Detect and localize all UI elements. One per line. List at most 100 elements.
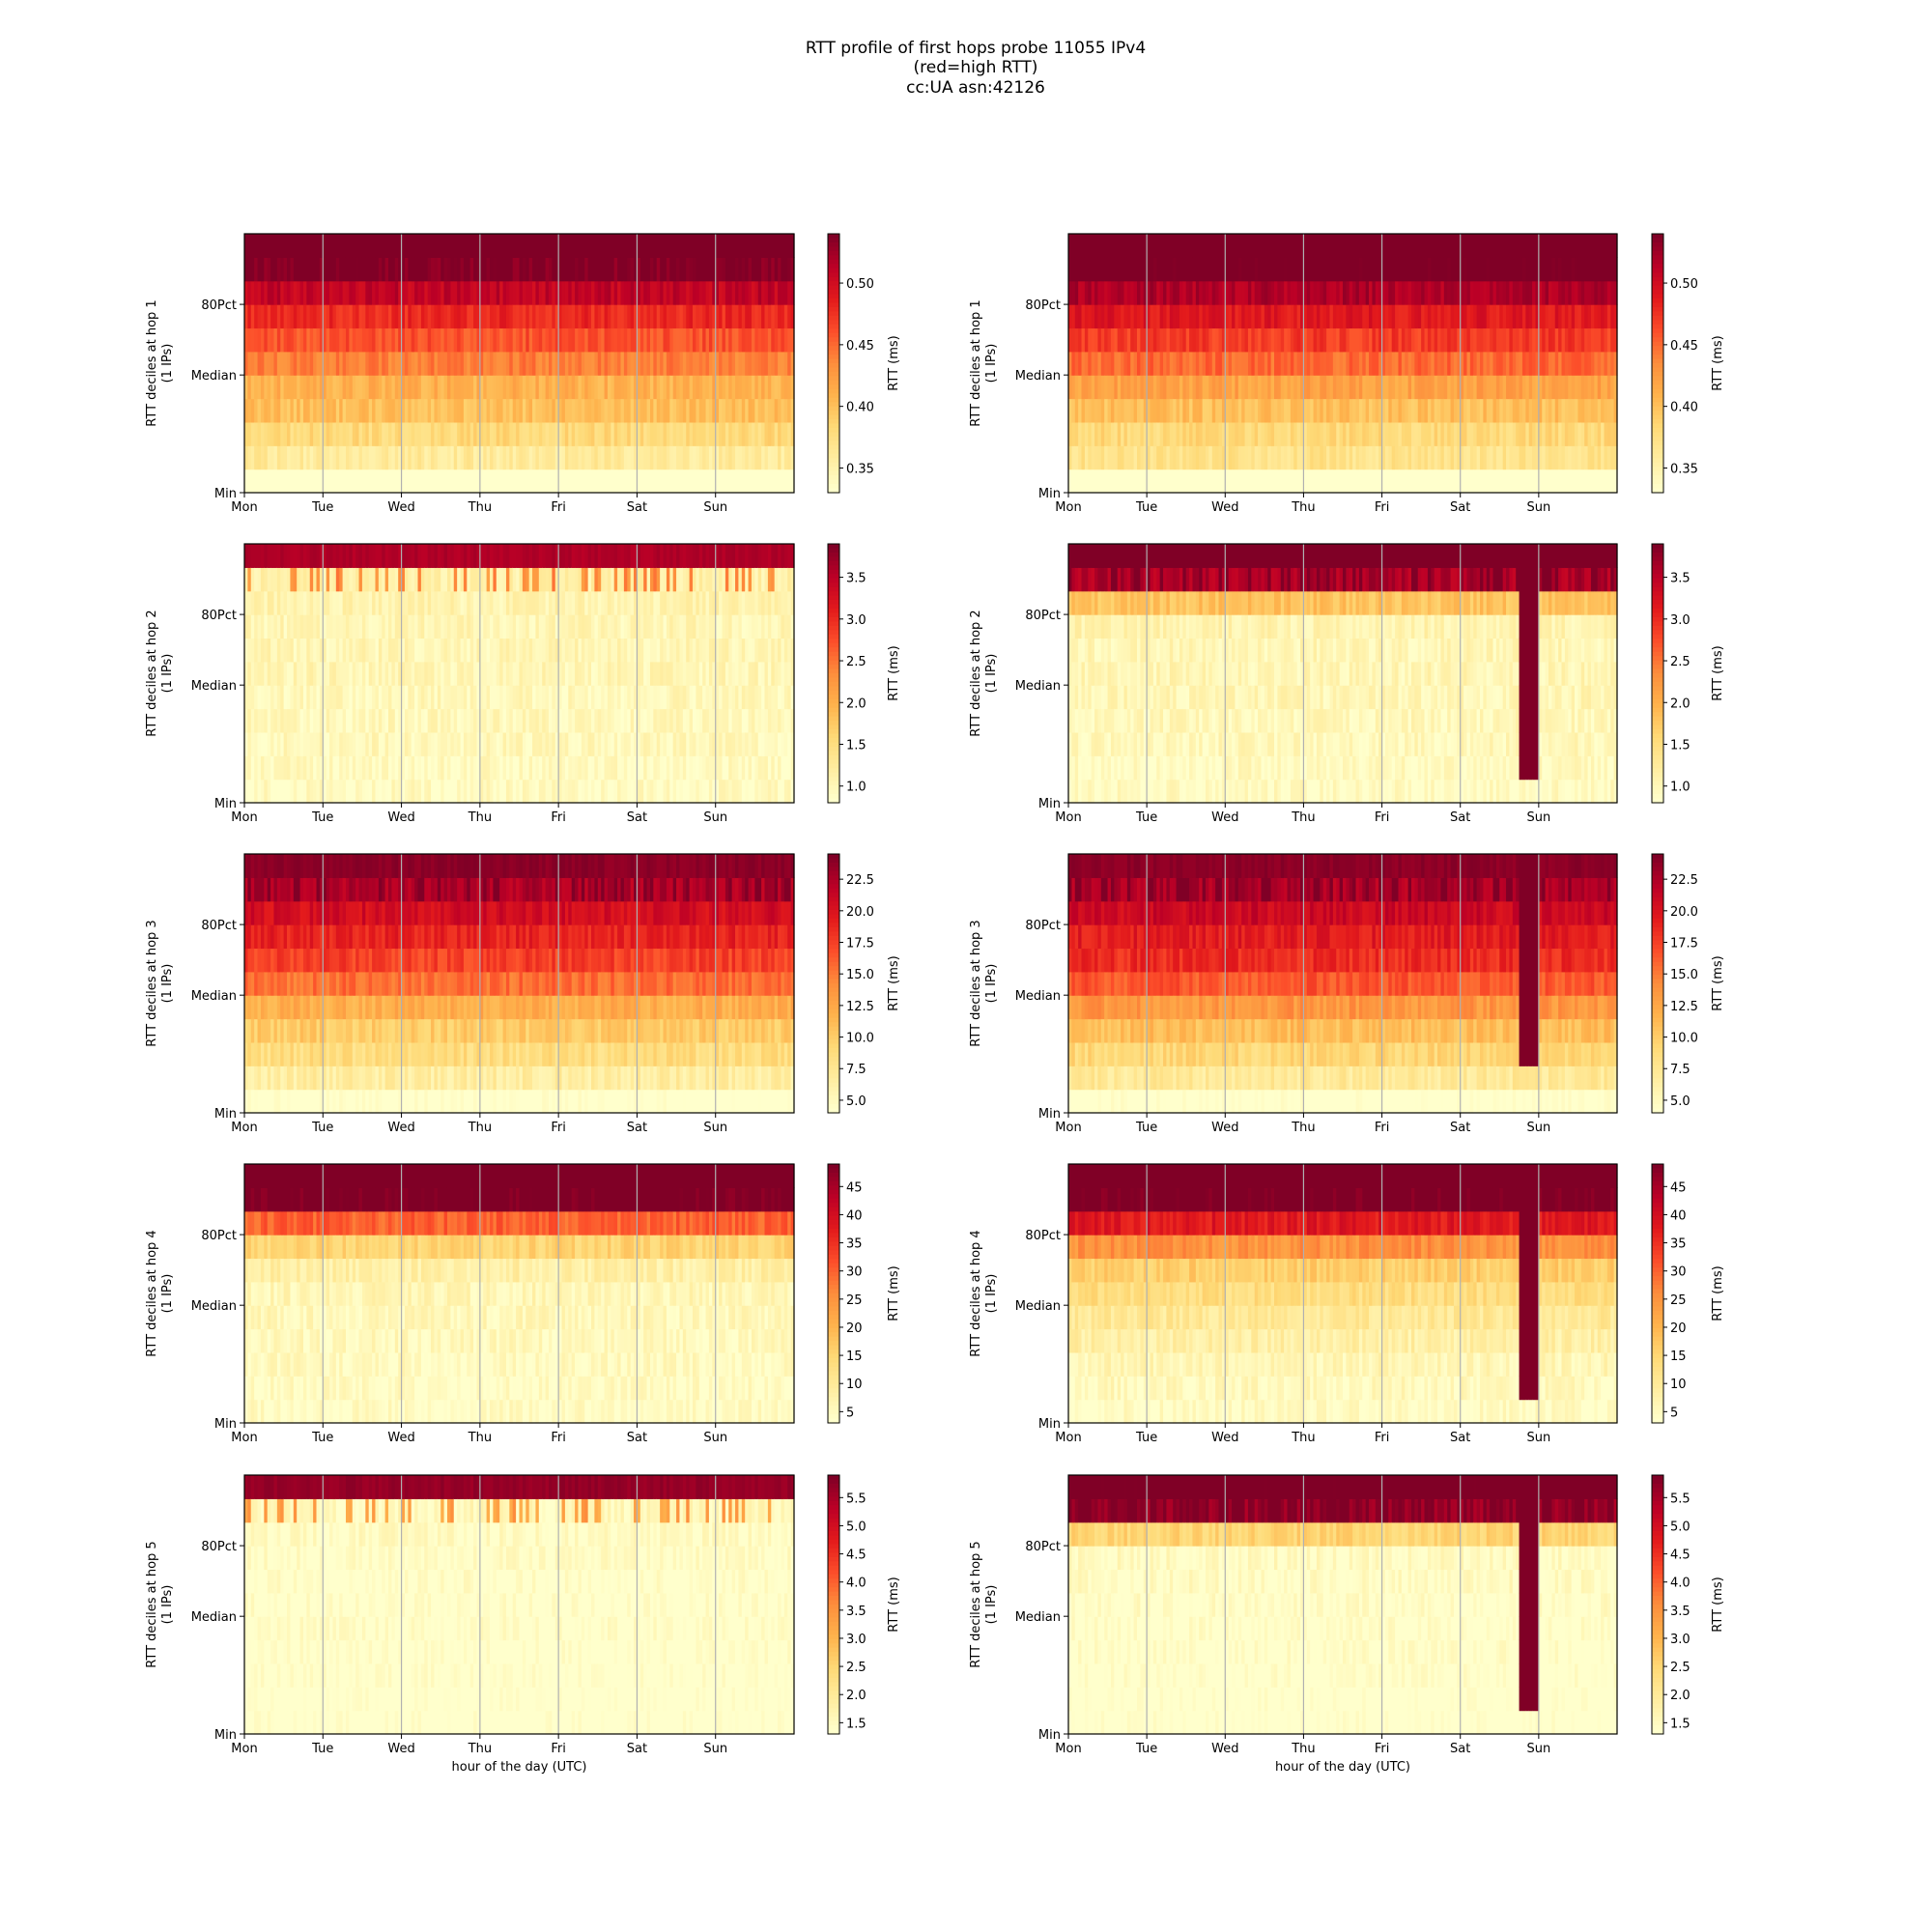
heatmap-cell [450,469,455,494]
heatmap-cell [297,661,301,686]
heatmap-cell [1251,375,1256,400]
heatmap-cell [290,351,295,376]
heatmap-cell [542,685,547,710]
heatmap-cell [323,590,327,615]
heatmap-cell [679,280,684,305]
heatmap-cell [1208,351,1213,376]
heatmap-cell [302,234,307,258]
heatmap-cell [649,234,654,258]
heatmap-cell [682,304,687,329]
heatmap-cell [1434,469,1438,494]
heatmap-cell [526,327,530,353]
heatmap-cell [1237,375,1242,400]
heatmap-cell [1117,445,1122,470]
heatmap-cell [584,398,589,423]
heatmap-cell [326,685,330,710]
heatmap-cell [372,327,377,353]
heatmap-cell [1140,304,1145,329]
heatmap-cell [1097,469,1102,494]
heatmap-cell [323,327,327,353]
heatmap-cell [404,755,409,781]
heatmap-cell [783,421,788,446]
heatmap-cell [601,375,606,400]
heatmap-cell [1068,445,1072,470]
heatmap-cell [1352,398,1357,423]
heatmap-cell [1355,421,1360,446]
heatmap-cell [257,327,262,353]
heatmap-cell [1195,398,1200,423]
heatmap-cell [722,421,726,446]
heatmap-cell [1310,421,1315,446]
heatmap-cell [493,638,497,663]
heatmap-cell [1189,398,1194,423]
heatmap-cell [767,469,772,494]
heatmap-cell [1483,327,1488,353]
heatmap-cell [502,590,507,615]
heatmap-cell [398,375,403,400]
heatmap-cell [1597,234,1602,258]
heatmap-cell [1601,280,1605,305]
heatmap-cell [460,257,465,282]
heatmap-cell [561,445,566,470]
heatmap-cell [1362,398,1367,423]
heatmap-cell [1290,304,1294,329]
heatmap-cell [290,661,295,686]
heatmap-cell [427,661,432,686]
heatmap-cell [427,351,432,376]
colorbar-segment [828,440,839,446]
heatmap-cell [542,779,547,804]
heatmap-cell [358,590,363,615]
heatmap-cell [604,421,609,446]
heatmap-cell [1332,398,1337,423]
heatmap-cell [349,375,354,400]
heatmap-cell [247,638,252,663]
heatmap-cell [342,445,347,470]
heatmap-cell [1381,327,1386,353]
heatmap-cell [584,257,589,282]
heatmap-cell [460,661,465,686]
heatmap-cell [1584,375,1589,400]
heatmap-cell [1147,280,1151,305]
heatmap-cell [1545,421,1549,446]
heatmap-cell [528,421,533,446]
heatmap-cell [1490,375,1494,400]
heatmap-cell [558,398,563,423]
heatmap-cell [427,731,432,756]
heatmap-cell [1296,375,1301,400]
heatmap-cell [463,590,468,615]
heatmap-cell [790,351,795,376]
heatmap-cell [326,327,330,353]
heatmap-cell [309,638,314,663]
heatmap-cell [339,398,344,423]
heatmap-cell [316,234,321,258]
heatmap-cell [502,544,507,568]
heatmap-cell [388,351,393,376]
heatmap-cell [1152,257,1157,282]
heatmap-cell [1587,234,1592,258]
heatmap-cell [499,567,504,592]
heatmap-cell [587,351,592,376]
heatmap-cell [1561,421,1566,446]
heatmap-cell [604,469,609,494]
heatmap-cell [287,614,292,639]
heatmap-cell [1512,257,1517,282]
heatmap-cell [446,614,451,639]
heatmap-cell [345,590,350,615]
heatmap-cell [453,398,458,423]
heatmap-cell [490,351,495,376]
heatmap-cell [297,544,301,568]
heatmap-cell [250,779,255,804]
heatmap-cell [1071,351,1076,376]
heatmap-cell [1460,469,1464,494]
heatmap-cell [302,779,307,804]
heatmap-cell [1424,280,1429,305]
heatmap-cell [564,731,569,756]
heatmap-cell [1378,421,1383,446]
x-tick-label-sat: Sat [627,500,647,515]
heatmap-cell [287,731,292,756]
heatmap-cell [473,304,478,329]
heatmap-cell [1571,469,1576,494]
heatmap-cell [613,257,618,282]
heatmap-cell [293,661,298,686]
